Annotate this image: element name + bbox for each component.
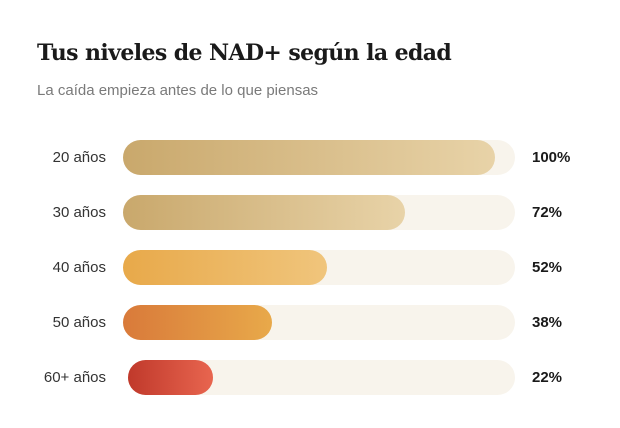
- bar-row: 60+ años 22%: [0, 360, 620, 395]
- bar-value-label: 38%: [532, 314, 563, 331]
- bar-value-label: 52%: [532, 259, 563, 276]
- bar-row: 40 años 52%: [0, 250, 620, 285]
- bar: [123, 250, 327, 285]
- bar: [123, 305, 272, 340]
- bar-track: [123, 140, 515, 175]
- bar: [123, 140, 496, 175]
- chart-title: Tus niveles de NAD+ según la edad: [37, 40, 452, 66]
- bar-label: 20 años: [52, 149, 106, 166]
- bar-value-label: 72%: [532, 204, 563, 221]
- bar-row: 30 años 72%: [0, 195, 620, 230]
- bar-track: [123, 305, 515, 340]
- bar-track: [123, 250, 515, 285]
- bar: [123, 195, 406, 230]
- bar: [128, 360, 214, 395]
- chart-subtitle: La caída empieza antes de lo que piensas: [37, 82, 319, 99]
- bar-label: 50 años: [52, 314, 106, 331]
- bar-label: 40 años: [52, 259, 106, 276]
- bar-row: 20 años 100%: [0, 140, 620, 175]
- bar-label: 30 años: [52, 204, 106, 221]
- bar-value-label: 100%: [532, 149, 571, 166]
- bar-row: 50 años 38%: [0, 305, 620, 340]
- bar-value-label: 22%: [532, 369, 563, 386]
- bar-label: 60+ años: [43, 369, 106, 386]
- bar-track: [128, 360, 515, 395]
- bar-track: [123, 195, 515, 230]
